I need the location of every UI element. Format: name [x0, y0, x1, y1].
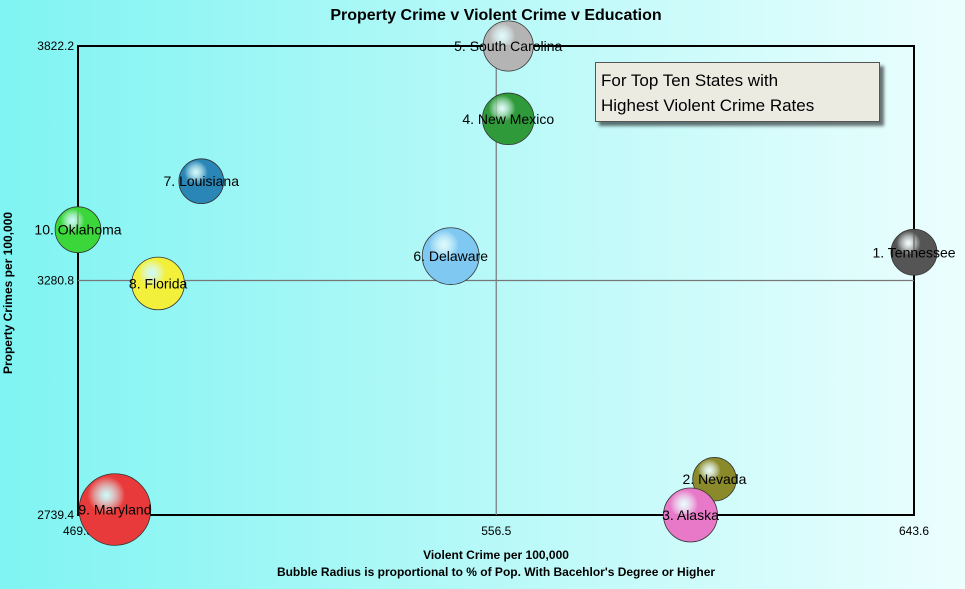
- y-tick-label: 3280.8: [37, 274, 74, 288]
- bubble: [663, 487, 718, 543]
- y-tick-label: 2739.4: [37, 508, 74, 522]
- bubble-label: 6. Delaware: [413, 248, 488, 264]
- bubble: [178, 158, 225, 205]
- bubble: [78, 473, 152, 546]
- bubble-label: 8. Florida: [129, 275, 188, 291]
- bubble-label: 2. Nevada: [683, 471, 747, 487]
- bubble-label: 7. Louisiana: [164, 173, 240, 189]
- x-tick-label: 643.6: [899, 524, 929, 538]
- chart-title: Property Crime v Violent Crime v Educati…: [330, 7, 661, 24]
- bubble: [482, 20, 534, 72]
- bubble: [131, 256, 185, 311]
- y-tick-labels: 2739.4 3280.8 3822.2: [37, 39, 74, 522]
- x-axis-sublabel: Bubble Radius is proportional to % of Po…: [277, 565, 715, 579]
- bubble-label: 4. New Mexico: [462, 111, 554, 127]
- bubble: [482, 92, 535, 146]
- bubble: [692, 457, 737, 502]
- bubble-label: 1. Tennessee: [872, 244, 955, 260]
- x-axis-label: Violent Crime per 100,000: [423, 548, 569, 562]
- x-tick-label: 556.5: [481, 524, 511, 538]
- annotation-line-1: For Top Ten States with: [601, 71, 779, 90]
- bubble-label: 10. Oklahoma: [34, 222, 121, 238]
- bubble-label: 3. Alaska: [662, 507, 719, 523]
- annotation-line-2: Highest Violent Crime Rates: [601, 96, 815, 115]
- bubble: [890, 228, 938, 276]
- x-tick-labels: 469.3 556.5 643.6: [63, 524, 929, 538]
- bubbles: 1. Tennessee 2. Nevada 3. Alaska 4. New Mex…: [34, 20, 956, 546]
- bubble: [421, 227, 480, 285]
- bubble-label: 5. South Carolina: [454, 38, 562, 54]
- y-tick-label: 3822.2: [37, 39, 74, 53]
- bubble-label: 9. Maryland: [78, 502, 151, 518]
- annotation-box: For Top Ten States with Highest Violent …: [595, 62, 880, 122]
- bubble: [54, 206, 102, 254]
- y-axis-label: Property Crimes per 100,000: [1, 212, 15, 374]
